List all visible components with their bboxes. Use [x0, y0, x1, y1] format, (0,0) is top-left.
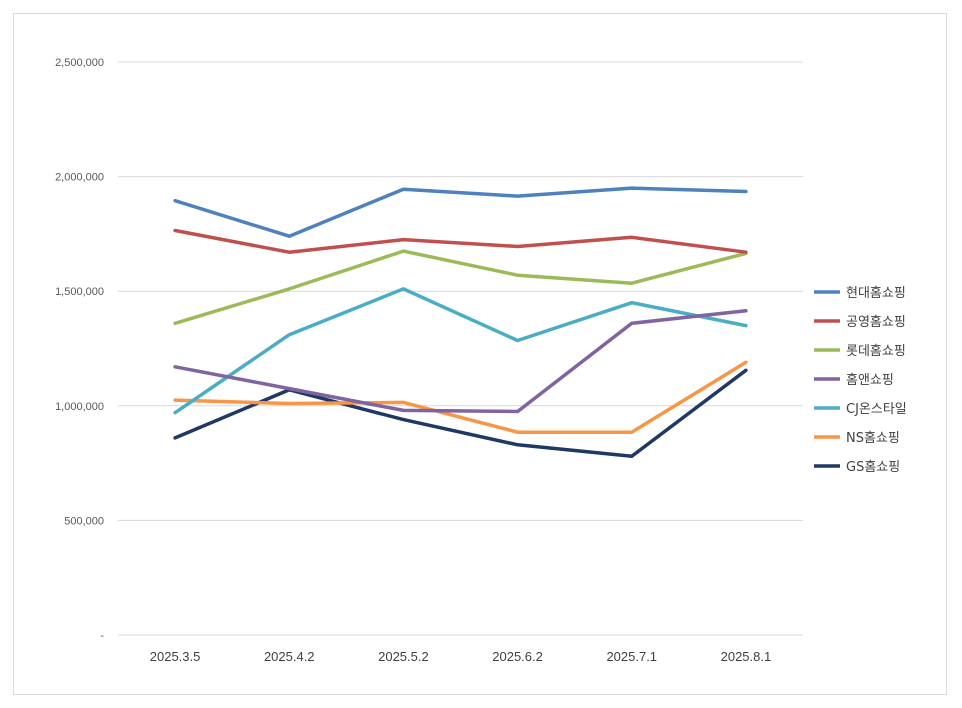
legend-label: 롯데홈쇼핑	[846, 344, 906, 359]
legend-label: GS홈쇼핑	[846, 460, 900, 475]
series-lines	[173, 186, 748, 458]
y-tick-label: 1,000,000	[55, 401, 104, 413]
legend-label: NS홈쇼핑	[846, 431, 900, 446]
legend-label: CJ온스타일	[846, 402, 907, 417]
x-tick-label: 2025.7.1	[606, 649, 657, 664]
line-chart: - 500,000 1,000,000 1,500,000 2,000,000 2,500…	[55, 57, 907, 664]
series-line	[173, 360, 748, 434]
x-tick-label: 2025.6.2	[492, 649, 543, 664]
legend-label: 공영홈쇼핑	[846, 315, 906, 330]
chart-area: - 500,000 1,000,000 1,500,000 2,000,000 2,500…	[13, 13, 947, 695]
gridlines	[118, 61, 803, 636]
y-tick-label: 500,000	[64, 515, 104, 527]
x-tick-label: 2025.3.5	[150, 649, 201, 664]
series-line	[173, 228, 748, 254]
y-axis-tick-labels: - 500,000 1,000,000 1,500,000 2,000,000 2,500…	[55, 57, 104, 642]
series-line	[173, 287, 748, 415]
y-tick-label: -	[100, 630, 104, 642]
series-line	[173, 186, 748, 238]
x-tick-label: 2025.5.2	[378, 649, 429, 664]
series-line	[173, 368, 748, 458]
series-line	[173, 249, 748, 326]
series-line	[173, 308, 748, 414]
x-axis-tick-labels: 2025.3.5 2025.4.2 2025.5.2 2025.6.2 2025.7.1…	[150, 649, 771, 664]
x-tick-label: 2025.8.1	[721, 649, 772, 664]
y-tick-label: 2,000,000	[55, 172, 104, 184]
x-tick-label: 2025.4.2	[264, 649, 315, 664]
y-tick-label: 1,500,000	[55, 286, 104, 298]
legend-label: 현대홈쇼핑	[846, 286, 906, 301]
legend-label: 홈앤쇼핑	[846, 373, 894, 388]
y-tick-label: 2,500,000	[55, 57, 104, 69]
